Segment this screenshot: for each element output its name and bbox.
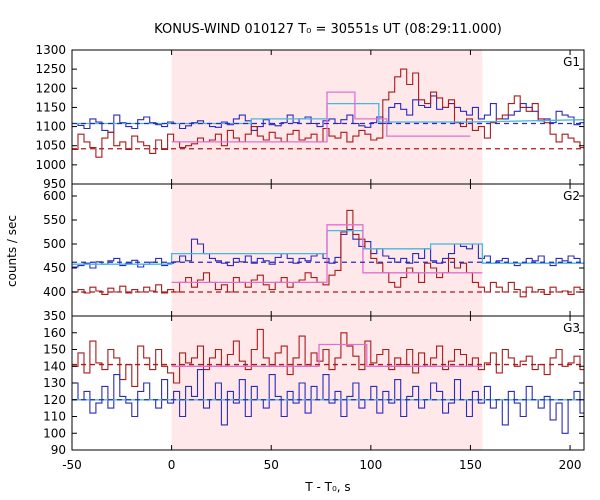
y-tick-label: 100	[43, 426, 66, 440]
y-tick-label: 550	[43, 213, 66, 227]
y-tick-label: 1100	[35, 120, 66, 134]
y-tick-label: 600	[43, 189, 66, 203]
fit-line	[171, 343, 483, 367]
y-tick-label: 90	[51, 443, 66, 457]
x-tick-label: 200	[559, 458, 582, 472]
x-tick-label: 0	[168, 458, 176, 472]
count-series	[72, 95, 584, 133]
fit-line	[171, 224, 483, 284]
y-tick-label: 1050	[35, 139, 66, 153]
count-series	[72, 328, 584, 387]
y-tick-label: 1150	[35, 100, 66, 114]
panel-label: G3	[563, 321, 580, 335]
x-tick-label: 100	[359, 458, 382, 472]
chart-title: KONUS-WIND 010127 T₀ = 30551s UT (08:29:…	[154, 22, 502, 37]
x-axis-label: T - T₀, s	[304, 480, 350, 494]
plot-area	[72, 328, 584, 434]
y-tick-label: 140	[43, 359, 66, 373]
y-tick-label: 1000	[35, 158, 66, 172]
x-tick-label: 50	[264, 458, 279, 472]
count-series	[72, 68, 584, 158]
y-tick-label: 1300	[35, 43, 66, 57]
y-tick-label: 120	[43, 393, 66, 407]
plot-area	[72, 209, 584, 298]
panel-label: G2	[563, 189, 580, 203]
y-tick-label: 400	[43, 285, 66, 299]
y-tick-label: 1200	[35, 81, 66, 95]
y-tick-label: 1250	[35, 62, 66, 76]
y-tick-label: 950	[43, 177, 66, 191]
y-tick-label: 130	[43, 376, 66, 390]
plot-area	[72, 68, 584, 158]
y-tick-label: 110	[43, 410, 66, 424]
y-tick-label: 150	[43, 343, 66, 357]
fit-line	[171, 91, 471, 143]
y-tick-label: 450	[43, 261, 66, 275]
panel-g1: 950 1000 1050 1100 1150 1200 1250 1300 G1	[35, 43, 585, 191]
panel-g2: 350 400 450 500 550 600 G2	[43, 183, 585, 323]
y-tick-label: 160	[43, 326, 66, 340]
count-series	[72, 229, 584, 269]
y-axis-label: counts / sec	[5, 215, 19, 287]
x-tick-label: 150	[459, 458, 482, 472]
panel-g3: 90 100 110 120 130 140 150 160 G3	[43, 315, 585, 457]
y-tick-label: 350	[43, 309, 66, 323]
y-tick-label: 500	[43, 237, 66, 251]
x-tick-label: -50	[62, 458, 82, 472]
chart-panels: 9501000105011001150120012501300G13504004…	[35, 43, 585, 472]
panel-label: G1	[563, 55, 580, 69]
count-series	[72, 209, 584, 298]
